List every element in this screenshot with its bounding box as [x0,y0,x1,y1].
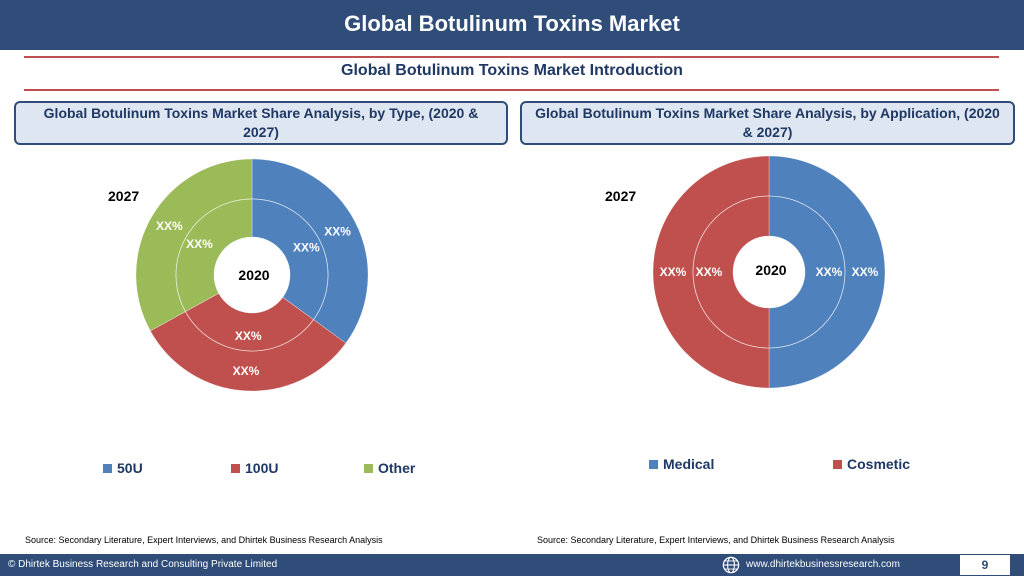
data-label-cosmetic-2020: XX% [696,265,723,279]
legend-item-medical: Medical [649,456,714,472]
doughnut-hole [733,236,805,308]
data-label-100u-2027: XX% [233,364,260,378]
data-label-100u-2020: XX% [235,329,262,343]
data-label-medical-2020: XX% [816,265,843,279]
data-label-other-2027: XX% [156,219,183,233]
website-link[interactable]: www.dhirtekbusinessresearch.com [746,559,900,570]
doughnut-hole [214,237,290,313]
legend-swatch [364,463,373,473]
top-divider [24,56,999,58]
ring-separator [692,195,846,349]
legend-label: 100U [245,460,279,476]
legend-swatch [231,463,240,473]
ring-separator [175,198,329,352]
application-outer-ring-label: 2027 [605,188,637,204]
legend-item-50u: 50U [103,460,143,476]
center-year-label: 2020 [755,262,786,278]
page-footer: © Dhirtek Business Research and Consulti… [0,554,1024,576]
legend-swatch [103,463,112,473]
globe-icon [722,556,740,574]
data-label-50u-2020: XX% [293,240,320,254]
type-source-note: Source: Secondary Literature, Expert Int… [25,535,383,545]
legend-item-100u: 100U [231,460,278,476]
legend-item-other: Other [364,460,415,476]
legend-label: Medical [663,456,715,472]
application-panel-title: Global Botulinum Toxins Market Share Ana… [520,101,1015,145]
copyright-text: © Dhirtek Business Research and Consulti… [8,559,278,570]
section-subtitle: Global Botulinum Toxins Market Introduct… [341,62,683,79]
legend-label: 50U [117,460,143,476]
bottom-divider [24,89,999,91]
type-doughnut-chart: XX%XX%XX%XX%XX%XX%2020 [135,158,369,392]
application-doughnut-chart: XX% XX% XX% XX% 2020 [652,155,886,389]
center-year-label: 2020 [238,267,269,283]
data-label-medical-2027: XX% [852,265,879,279]
legend-swatch [649,459,658,469]
page-number: 9 [960,555,1010,575]
type-panel-title: Global Botulinum Toxins Market Share Ana… [14,101,508,145]
type-outer-ring-label: 2027 [108,188,140,204]
legend-item-cosmetic: Cosmetic [833,456,910,472]
data-label-50u-2027: XX% [324,224,351,238]
data-label-other-2020: XX% [186,237,213,251]
legend-label: Other [378,460,416,476]
data-label-cosmetic-2027: XX% [660,265,687,279]
application-source-note: Source: Secondary Literature, Expert Int… [537,535,895,545]
page-header: Global Botulinum Toxins Market [0,0,1024,50]
legend-label: Cosmetic [847,456,911,472]
legend-swatch [833,459,842,469]
